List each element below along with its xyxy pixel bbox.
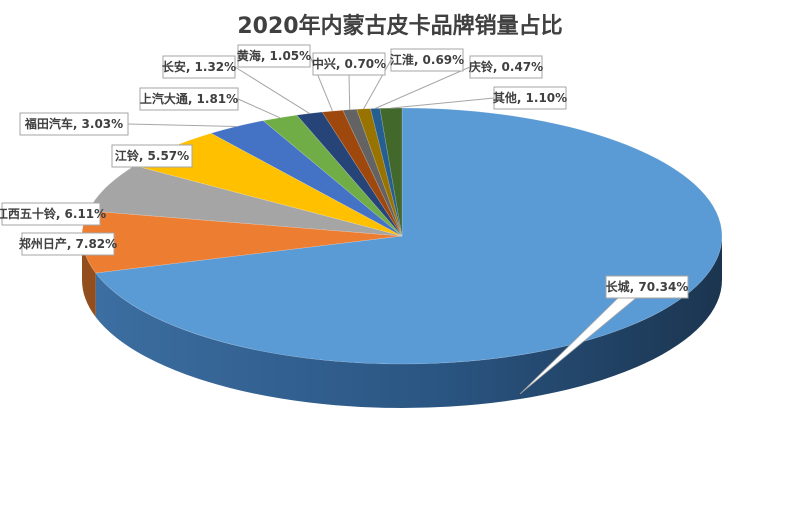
data-label-box-8 [312,52,386,76]
data-label-11: 其他, 1.10% [493,86,567,110]
data-label-text-6: 长安, 1.32% [162,59,236,74]
pie-slice-5 [262,114,403,237]
data-label-text-1: 郑州日产, 7.82% [19,236,117,251]
data-label-text-7: 黄海, 1.05% [237,48,311,63]
data-label-text-9: 江淮, 0.69% [390,52,464,67]
data-label-box-3 [111,144,193,168]
data-label-4: 福田汽车, 3.03% [19,112,129,136]
data-label-text-3: 江铃, 5.57% [115,148,189,163]
pie-slice-6 [296,111,403,237]
data-label-2: 江西五十铃, 6.11% [0,202,106,226]
data-label-box-7 [237,44,311,68]
data-label-8: 中兴, 0.70% [312,52,386,76]
leader-line-4 [127,123,237,127]
data-label-9: 江淮, 0.69% [390,48,464,72]
data-label-box-4 [19,112,129,136]
data-label-text-0: 长城, 70.34% [606,279,689,294]
pie-slice-11 [379,107,403,237]
data-label-text-4: 福田汽车, 3.03% [24,116,123,131]
chart-title: 2020年内蒙古皮卡品牌销量占比 [237,14,563,39]
pie-slice-7 [321,109,403,237]
data-label-box-2 [1,202,101,226]
data-label-7: 黄海, 1.05% [237,44,311,68]
data-label-box-5 [139,87,239,111]
leader-line-6 [234,66,310,114]
data-label-1: 郑州日产, 7.82% [19,232,117,256]
pie-slice-8 [342,108,403,237]
data-label-text-11: 其他, 1.10% [493,90,567,105]
leader-line-9 [363,59,392,110]
data-label-box-9 [390,48,464,72]
data-label-6: 长安, 1.32% [162,55,236,79]
data-label-box-0 [605,275,689,299]
data-label-0: 长城, 70.34% [605,275,689,299]
data-label-box-1 [21,232,115,256]
data-label-box-10 [469,55,543,79]
data-label-box-11 [493,86,567,110]
leader-line-5 [237,98,281,119]
data-label-text-8: 中兴, 0.70% [312,56,386,71]
leader-line-8 [348,74,351,110]
data-label-box-6 [162,55,236,79]
data-label-3: 江铃, 5.57% [111,144,193,168]
pie-side-1 [82,236,96,317]
data-label-text-2: 江西五十铃, 6.11% [0,206,106,221]
leader-line-11 [390,97,495,109]
data-label-5: 上汽大通, 1.81% [139,87,239,111]
data-label-text-10: 庆铃, 0.47% [468,59,543,74]
pie-slice-0 [95,107,723,365]
data-label-text-5: 上汽大通, 1.81% [140,91,238,106]
leader-line-2 [99,187,107,215]
leader-line-10 [374,66,471,109]
pie-side-0 [95,236,722,409]
pie-slice-4 [210,120,403,237]
data-label-10: 庆铃, 0.47% [468,55,543,79]
